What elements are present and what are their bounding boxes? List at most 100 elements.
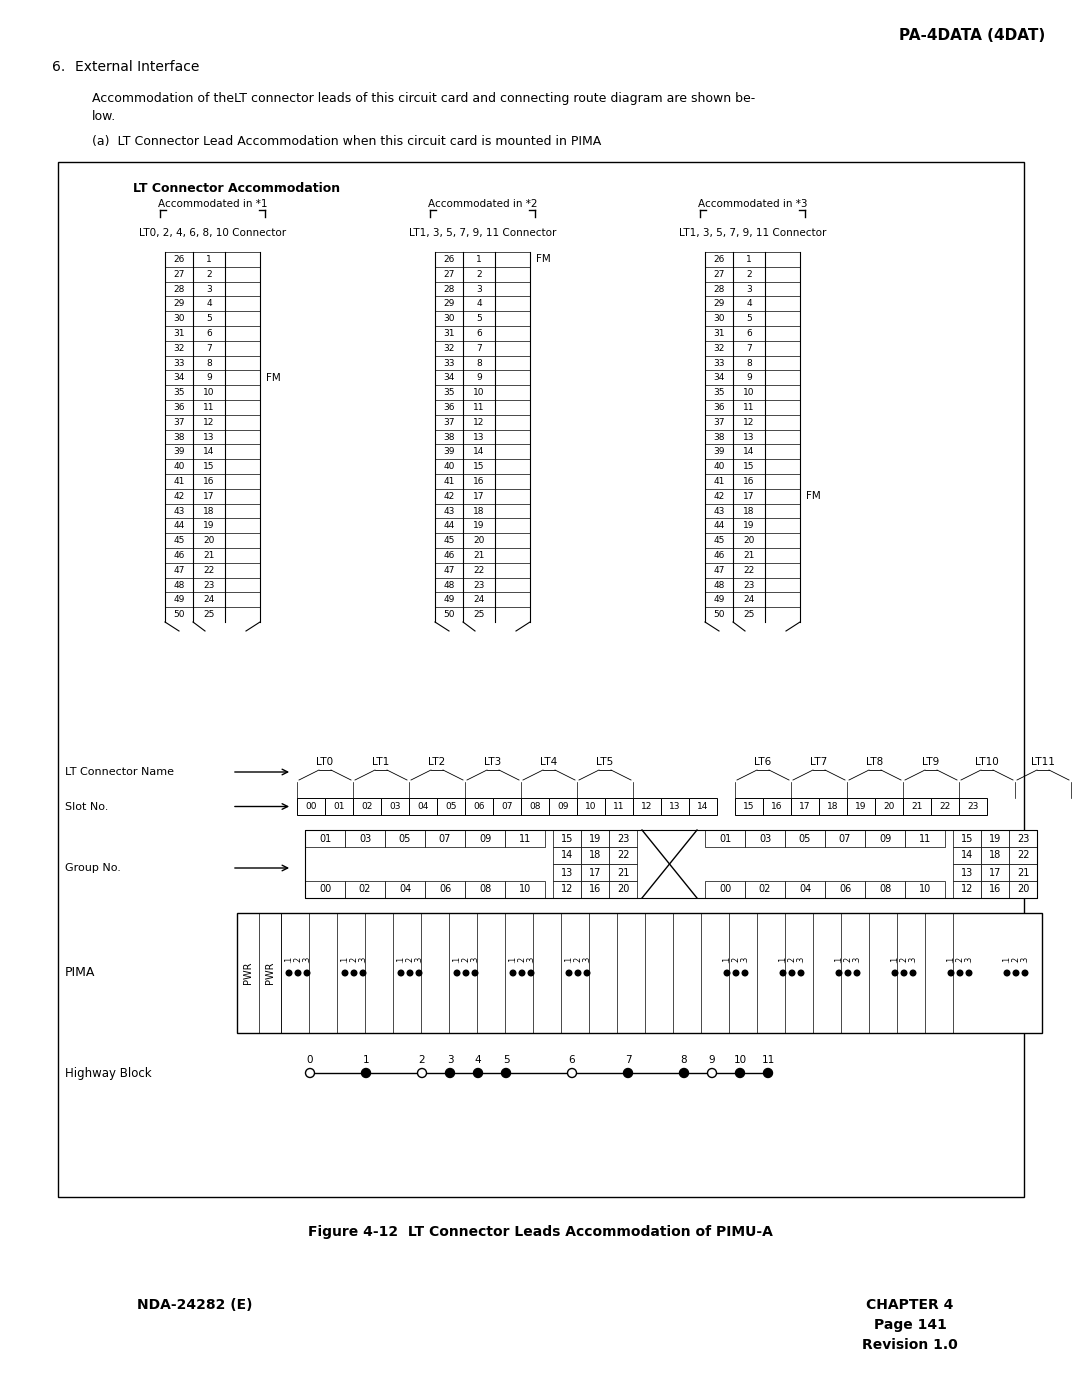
Bar xyxy=(305,830,1037,898)
Text: 32: 32 xyxy=(443,344,455,352)
Circle shape xyxy=(455,970,460,975)
Text: .3: .3 xyxy=(415,956,423,963)
Text: PA-4DATA (4DAT): PA-4DATA (4DAT) xyxy=(899,28,1045,43)
Bar xyxy=(465,830,505,847)
Text: 9: 9 xyxy=(476,373,482,383)
Text: PIMA: PIMA xyxy=(65,967,95,979)
Text: 8: 8 xyxy=(746,359,752,367)
Text: 02: 02 xyxy=(359,884,372,894)
Text: 08: 08 xyxy=(478,884,491,894)
Circle shape xyxy=(306,1069,314,1077)
Text: .3: .3 xyxy=(527,956,536,963)
Circle shape xyxy=(735,1069,744,1077)
Text: 5: 5 xyxy=(206,314,212,323)
Text: 00: 00 xyxy=(719,884,731,894)
Circle shape xyxy=(362,1069,370,1077)
Bar xyxy=(426,882,465,898)
Text: 13: 13 xyxy=(961,868,973,877)
Text: 46: 46 xyxy=(173,550,185,560)
Circle shape xyxy=(305,970,310,975)
Text: 01: 01 xyxy=(334,802,345,812)
Text: 01: 01 xyxy=(719,834,731,844)
Text: 43: 43 xyxy=(713,507,725,515)
Text: 07: 07 xyxy=(438,834,451,844)
Text: 13: 13 xyxy=(473,433,485,441)
Circle shape xyxy=(501,1069,511,1077)
Text: 3: 3 xyxy=(447,1055,454,1065)
Text: (a)  LT Connector Lead Accommodation when this circuit card is mounted in PIMA: (a) LT Connector Lead Accommodation when… xyxy=(92,136,602,148)
Circle shape xyxy=(742,970,747,975)
Bar xyxy=(609,863,637,882)
Text: 8: 8 xyxy=(680,1055,687,1065)
Text: 21: 21 xyxy=(473,550,485,560)
Text: 6: 6 xyxy=(206,328,212,338)
Text: 6: 6 xyxy=(476,328,482,338)
Text: .2: .2 xyxy=(405,956,415,963)
Circle shape xyxy=(1013,970,1018,975)
Text: 08: 08 xyxy=(529,802,541,812)
Text: LT4: LT4 xyxy=(540,757,557,767)
Text: .3: .3 xyxy=(302,956,311,963)
Circle shape xyxy=(407,970,413,975)
Text: 40: 40 xyxy=(173,462,185,471)
Text: 7: 7 xyxy=(206,344,212,352)
Text: 07: 07 xyxy=(839,834,851,844)
Text: 36: 36 xyxy=(713,402,725,412)
Circle shape xyxy=(1004,970,1010,975)
Text: 04: 04 xyxy=(399,884,411,894)
Bar xyxy=(785,882,825,898)
Text: 20: 20 xyxy=(203,536,215,545)
Bar xyxy=(577,798,605,814)
Text: .2: .2 xyxy=(294,956,302,963)
Text: NDA-24282 (E): NDA-24282 (E) xyxy=(137,1298,253,1312)
Text: 06: 06 xyxy=(473,802,485,812)
Bar xyxy=(661,798,689,814)
Text: 20: 20 xyxy=(883,802,894,812)
Circle shape xyxy=(910,970,916,975)
Bar xyxy=(384,830,426,847)
Text: 12: 12 xyxy=(961,884,973,894)
Text: 10: 10 xyxy=(919,884,931,894)
Text: 37: 37 xyxy=(173,418,185,426)
Text: 44: 44 xyxy=(714,521,725,531)
Bar xyxy=(1009,847,1037,863)
Circle shape xyxy=(892,970,897,975)
Text: 28: 28 xyxy=(173,285,185,293)
Text: 10: 10 xyxy=(733,1055,746,1065)
Circle shape xyxy=(780,970,786,975)
Text: 9: 9 xyxy=(746,373,752,383)
Circle shape xyxy=(846,970,851,975)
Text: 5: 5 xyxy=(476,314,482,323)
Text: 13: 13 xyxy=(743,433,755,441)
Text: .1: .1 xyxy=(509,956,517,963)
Text: 46: 46 xyxy=(713,550,725,560)
Bar xyxy=(791,798,819,814)
Text: 18: 18 xyxy=(203,507,215,515)
Bar xyxy=(553,847,581,863)
Text: 02: 02 xyxy=(759,884,771,894)
Text: 44: 44 xyxy=(174,521,185,531)
Bar xyxy=(689,798,717,814)
Circle shape xyxy=(399,970,404,975)
Bar xyxy=(609,882,637,898)
Text: 45: 45 xyxy=(713,536,725,545)
Text: 21: 21 xyxy=(743,550,755,560)
Bar xyxy=(905,830,945,847)
Text: 1: 1 xyxy=(206,254,212,264)
Bar xyxy=(825,830,865,847)
Text: .1: .1 xyxy=(835,956,843,963)
Text: 34: 34 xyxy=(713,373,725,383)
Bar xyxy=(505,882,545,898)
Text: 22: 22 xyxy=(743,566,755,574)
Bar xyxy=(581,863,609,882)
Bar xyxy=(959,798,987,814)
Text: 30: 30 xyxy=(173,314,185,323)
Text: PWR: PWR xyxy=(243,961,253,985)
Bar xyxy=(953,830,981,847)
Text: Slot No.: Slot No. xyxy=(65,802,108,812)
Text: .2: .2 xyxy=(350,956,359,963)
Text: 16: 16 xyxy=(771,802,783,812)
Bar xyxy=(735,798,762,814)
Text: .1: .1 xyxy=(284,956,294,963)
Text: 3: 3 xyxy=(746,285,752,293)
